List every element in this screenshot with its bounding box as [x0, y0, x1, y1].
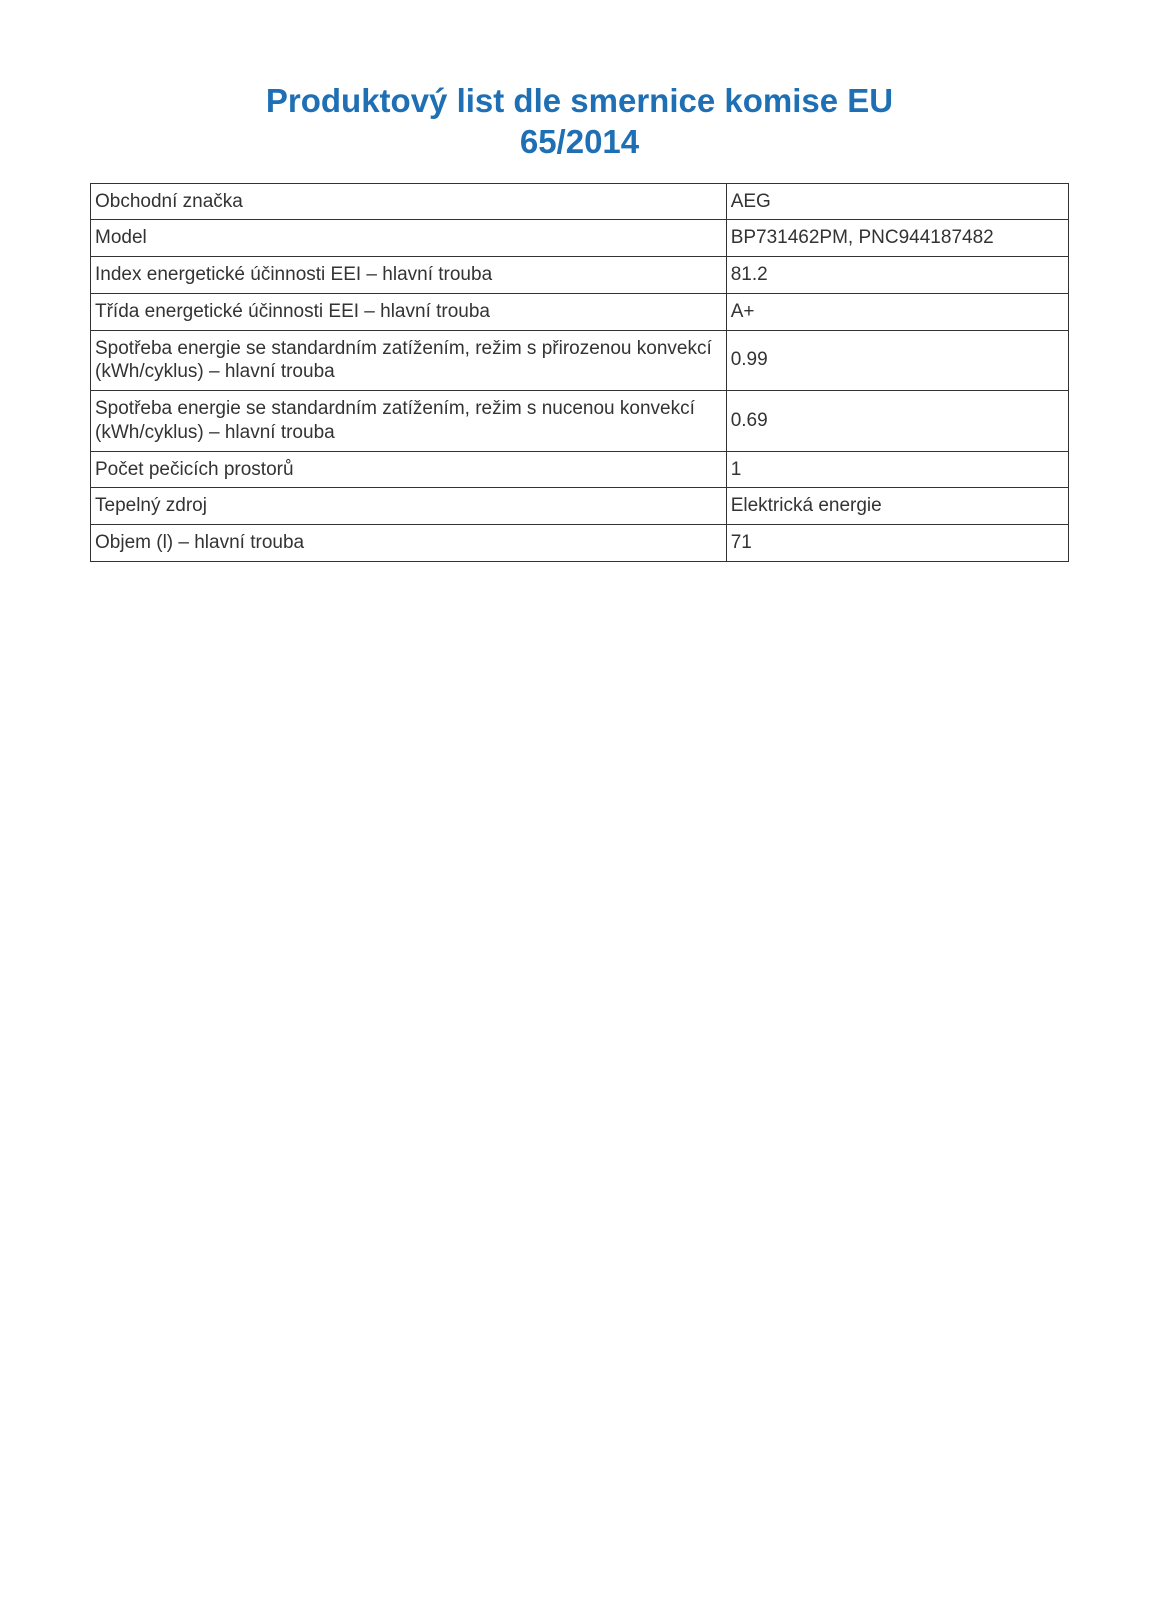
table-row: Třída energetické účinnosti EEI – hlavní… — [91, 293, 1069, 330]
table-row: Počet pečicích prostorů 1 — [91, 451, 1069, 488]
spec-table-body: Obchodní značka AEG Model BP731462PM, PN… — [91, 183, 1069, 561]
spec-value: BP731462PM, PNC944187482 — [726, 220, 1068, 257]
spec-value: 71 — [726, 525, 1068, 562]
spec-label: Třída energetické účinnosti EEI – hlavní… — [91, 293, 727, 330]
table-row: Tepelný zdroj Elektrická energie — [91, 488, 1069, 525]
spec-label: Spotřeba energie se standardním zatížení… — [91, 330, 727, 391]
table-row: Obchodní značka AEG — [91, 183, 1069, 220]
spec-value: AEG — [726, 183, 1068, 220]
spec-label: Obchodní značka — [91, 183, 727, 220]
spec-value: 1 — [726, 451, 1068, 488]
title-line-1: Produktový list dle smernice komise EU — [266, 82, 893, 119]
spec-value: 81.2 — [726, 257, 1068, 294]
table-row: Spotřeba energie se standardním zatížení… — [91, 330, 1069, 391]
table-row: Index energetické účinnosti EEI – hlavní… — [91, 257, 1069, 294]
title-line-2: 65/2014 — [520, 123, 639, 160]
spec-value: A+ — [726, 293, 1068, 330]
table-row: Objem (l) – hlavní trouba 71 — [91, 525, 1069, 562]
spec-label: Počet pečicích prostorů — [91, 451, 727, 488]
page: Produktový list dle smernice komise EU 6… — [0, 0, 1159, 562]
table-row: Model BP731462PM, PNC944187482 — [91, 220, 1069, 257]
page-title: Produktový list dle smernice komise EU 6… — [90, 80, 1069, 163]
spec-label: Index energetické účinnosti EEI – hlavní… — [91, 257, 727, 294]
spec-value: 0.69 — [726, 391, 1068, 452]
spec-value: 0.99 — [726, 330, 1068, 391]
spec-value: Elektrická energie — [726, 488, 1068, 525]
spec-table: Obchodní značka AEG Model BP731462PM, PN… — [90, 183, 1069, 562]
spec-label: Tepelný zdroj — [91, 488, 727, 525]
spec-label: Model — [91, 220, 727, 257]
spec-label: Objem (l) – hlavní trouba — [91, 525, 727, 562]
table-row: Spotřeba energie se standardním zatížení… — [91, 391, 1069, 452]
spec-label: Spotřeba energie se standardním zatížení… — [91, 391, 727, 452]
